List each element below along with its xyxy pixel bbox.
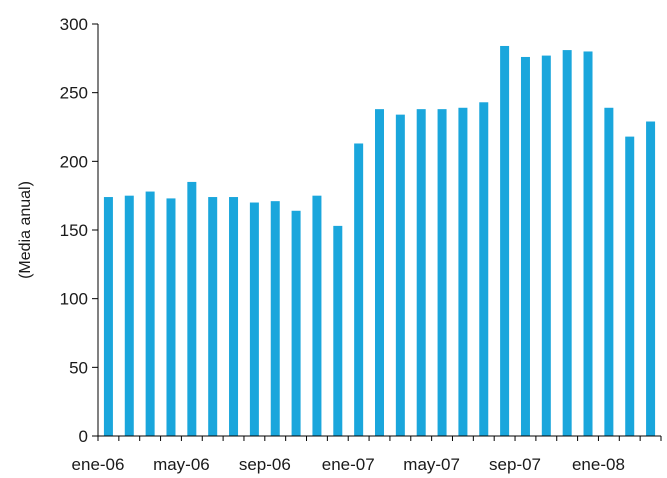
bar-jun-06	[208, 197, 218, 436]
bar-feb-06	[124, 195, 134, 436]
bar-dic-06	[333, 225, 343, 436]
bar-jun-07	[458, 107, 468, 437]
y-tick-label: 200	[60, 152, 88, 171]
bar-ago-06	[249, 202, 259, 436]
bars	[103, 45, 656, 437]
bar-mar-08	[646, 121, 656, 436]
bar-nov-07	[562, 50, 572, 437]
bar-abr-06	[166, 198, 176, 436]
y-axis: 0 50 100 150 200 250 300	[60, 15, 99, 446]
bar-mar-07	[395, 114, 405, 436]
bar-ene-06	[103, 197, 113, 436]
bar-feb-07	[375, 109, 384, 437]
x-tick-label: may-06	[153, 455, 210, 474]
x-tick-label: ene-06	[72, 455, 125, 474]
y-axis-title: (Media anual)	[17, 181, 34, 279]
y-tick-label: 150	[60, 221, 88, 240]
x-tick-label: sep-06	[239, 455, 291, 474]
bar-sep-06	[270, 201, 280, 436]
bar-ago-07	[500, 45, 510, 436]
bar-jul-06	[229, 197, 239, 436]
y-tick-label: 0	[79, 427, 88, 446]
x-tick-label: may-07	[403, 455, 460, 474]
x-tick-label: sep-07	[489, 455, 541, 474]
bar-oct-06	[291, 210, 301, 436]
bar-may-06	[187, 181, 197, 436]
bar-abr-07	[416, 109, 426, 437]
bar-ene-07	[354, 143, 364, 437]
y-tick-label: 300	[60, 15, 88, 34]
bar-jul-07	[479, 102, 489, 436]
y-tick-label: 100	[60, 290, 88, 309]
y-tick-label: 250	[60, 84, 88, 103]
bar-ene-08	[604, 107, 614, 437]
bar-feb-08	[625, 136, 635, 437]
bar-nov-06	[312, 195, 322, 436]
bar-mar-06	[145, 191, 155, 436]
bar-sep-07	[520, 56, 530, 437]
x-axis: ene-06 may-06 sep-06 ene-07 may-07 sep-07 ene-…	[72, 435, 662, 474]
x-tick-label: ene-08	[572, 455, 625, 474]
x-tick-label: ene-07	[322, 455, 375, 474]
bar-oct-07	[541, 55, 551, 437]
bar-may-07	[437, 109, 447, 437]
bar-dic-07	[583, 51, 593, 436]
y-tick-label: 50	[69, 358, 88, 377]
